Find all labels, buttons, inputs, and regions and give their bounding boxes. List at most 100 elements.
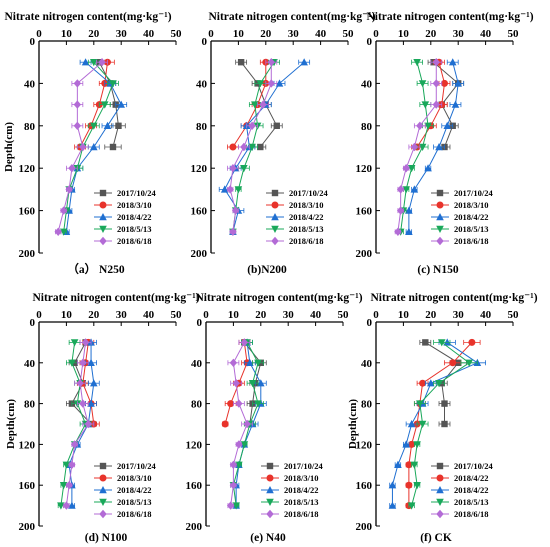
series-3 <box>405 58 465 235</box>
data-point <box>408 440 416 448</box>
data-point <box>254 359 262 367</box>
data-point <box>229 164 237 173</box>
x-tick-label: 50 <box>508 28 520 40</box>
x-tick-label: 10 <box>233 28 245 40</box>
legend-marker <box>271 189 279 197</box>
legend-marker <box>99 498 107 506</box>
data-point <box>109 80 117 88</box>
data-point <box>267 58 275 67</box>
x-tick-label: 30 <box>283 309 295 321</box>
y-axis-label: Depth(cm) <box>5 399 17 449</box>
y-tick-label: 200 <box>19 521 36 533</box>
panel-caption: （a） N250 <box>67 262 124 276</box>
data-point <box>435 143 443 151</box>
data-point <box>229 481 238 490</box>
data-point <box>220 185 229 193</box>
legend-label: 2018/4/22 <box>117 212 151 222</box>
data-point <box>81 338 90 347</box>
data-point <box>396 206 405 215</box>
legend-marker <box>436 486 444 494</box>
data-point <box>427 379 435 387</box>
legend-marker <box>436 462 444 470</box>
data-point <box>405 227 413 235</box>
data-point <box>235 461 243 469</box>
x-tick-label: 10 <box>61 28 73 40</box>
legend-marker <box>266 486 274 494</box>
data-point <box>413 482 421 490</box>
y-tick-label: 40 <box>196 78 208 90</box>
y-tick-label: 40 <box>361 78 373 90</box>
panel-title: Nitrate nitrogen content(mg·kg⁻¹) <box>366 11 533 23</box>
legend-label: 2017/10/24 <box>284 461 323 471</box>
data-point <box>465 359 473 367</box>
x-tick-label: 40 <box>480 309 492 321</box>
panel-caption: (e) N40 <box>250 532 286 544</box>
legend-marker <box>266 509 274 519</box>
data-point <box>68 164 76 173</box>
data-point <box>240 338 249 347</box>
data-point <box>468 338 476 346</box>
x-tick-label: 20 <box>88 309 100 321</box>
x-tick-label: 10 <box>61 309 73 321</box>
legend-marker <box>99 189 107 197</box>
data-point <box>419 379 427 387</box>
data-point <box>87 358 95 366</box>
data-point <box>226 501 235 510</box>
data-point <box>240 441 249 449</box>
y-axis-label: Depth(cm) <box>347 399 359 449</box>
x-tick-label: 20 <box>260 28 272 40</box>
y-tick-label: 160 <box>186 480 203 492</box>
legend-label: 2018/3/10 <box>117 473 151 483</box>
x-tick-label: 20 <box>88 28 100 40</box>
legend-label: 2018/6/18 <box>284 509 318 519</box>
legend-marker <box>99 213 107 221</box>
x-tick-label: 10 <box>398 28 410 40</box>
panel-title: Nitrate nitrogen content(mg·kg⁻¹) <box>4 11 171 23</box>
data-point <box>68 359 76 367</box>
y-tick-label: 0 <box>202 36 208 48</box>
data-point <box>81 58 90 66</box>
data-point <box>103 121 112 129</box>
x-tick-label: 40 <box>310 309 322 321</box>
legend-marker <box>266 462 274 470</box>
legend-marker <box>99 236 107 246</box>
x-tick-label: 40 <box>480 28 492 40</box>
data-point <box>443 121 452 129</box>
y-tick-label: 120 <box>19 439 36 451</box>
legend-marker <box>99 462 107 470</box>
panel-title: Nitrate nitrogen content(mg·kg⁻¹) <box>195 292 362 304</box>
y-tick-label: 160 <box>19 480 36 492</box>
data-point <box>388 481 397 489</box>
legend-label: 2017/10/24 <box>117 461 156 471</box>
panel-caption: (b)N200 <box>247 264 287 276</box>
data-point <box>62 501 71 510</box>
data-point <box>84 419 93 429</box>
data-point <box>449 359 457 367</box>
data-point <box>68 501 76 509</box>
data-point <box>90 143 98 151</box>
panel-title: Nitrate nitrogen content(mg·kg⁻¹) <box>208 11 375 23</box>
legend-marker <box>271 201 279 209</box>
data-point <box>54 227 62 236</box>
y-tick-label: 80 <box>24 121 36 133</box>
data-point <box>454 79 462 87</box>
y-tick-label: 40 <box>191 358 203 370</box>
data-point <box>273 122 280 129</box>
legend-marker <box>271 236 279 246</box>
panel-5: Nitrate nitrogen content(mg·kg⁻¹) 0 10 20 30… <box>186 292 363 544</box>
data-point <box>416 121 424 130</box>
legend-marker <box>436 498 444 506</box>
x-tick-label: 20 <box>255 309 267 321</box>
data-point <box>229 143 237 151</box>
data-point <box>79 358 87 367</box>
legend-label: 2018/6/18 <box>454 236 488 246</box>
data-point <box>257 379 265 387</box>
data-point <box>441 79 448 87</box>
legend-marker <box>271 225 279 233</box>
data-point <box>232 379 240 388</box>
series-5 <box>54 58 108 236</box>
y-tick-label: 80 <box>196 121 208 133</box>
data-point <box>422 339 429 346</box>
y-tick-label: 200 <box>356 248 373 260</box>
x-tick-label: 40 <box>315 28 327 40</box>
